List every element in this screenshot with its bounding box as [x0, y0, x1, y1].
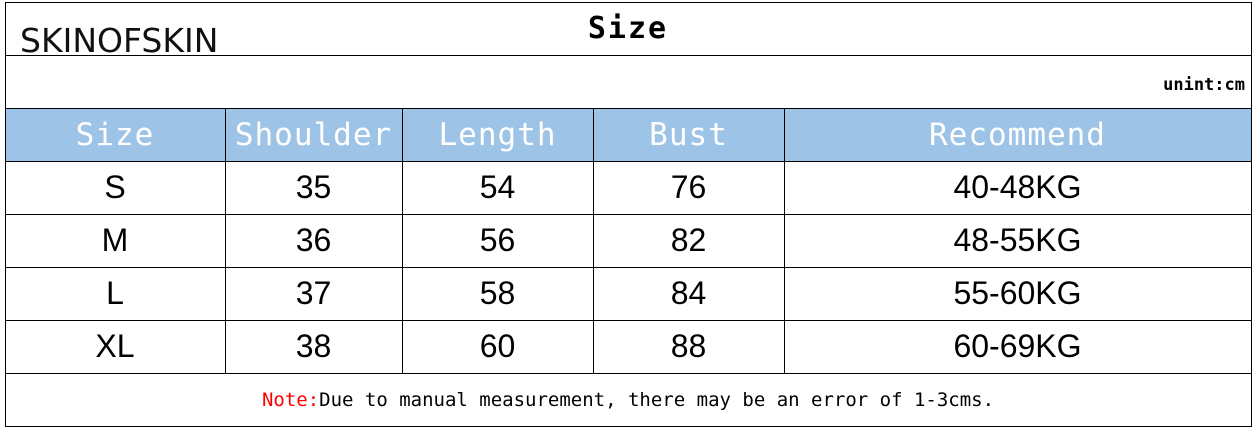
grid-line — [5, 55, 1252, 56]
page-title: Size — [587, 11, 669, 46]
table-cell: M — [101, 222, 129, 258]
table-cell: 48-55KG — [953, 222, 1082, 258]
table-cell: 40-48KG — [953, 169, 1082, 205]
column-header: Size — [5, 108, 225, 161]
column-header: Recommend — [784, 108, 1251, 161]
column-header: Shoulder — [225, 108, 402, 161]
column-header: Length — [402, 108, 593, 161]
table-cell: 54 — [479, 169, 516, 205]
table-cell: 58 — [479, 275, 516, 311]
table-cell: 56 — [479, 222, 516, 258]
grid-line — [5, 161, 1252, 162]
unit-label: unint:cm — [1163, 74, 1245, 95]
table-cell: 76 — [670, 169, 707, 205]
grid-line — [5, 373, 1252, 374]
table-cell: 60 — [479, 328, 516, 364]
grid-line — [402, 108, 403, 373]
grid-line — [5, 426, 1252, 427]
table-cell: 55-60KG — [953, 275, 1082, 311]
grid-line — [5, 214, 1252, 215]
table-cell: 88 — [670, 328, 707, 364]
table-cell: 36 — [295, 222, 332, 258]
table-cell: L — [106, 275, 124, 311]
note-text: Due to manual measurement, there may be … — [319, 388, 995, 411]
table-cell: 82 — [670, 222, 707, 258]
grid-line — [1251, 2, 1252, 427]
table-cell: 37 — [295, 275, 332, 311]
note-label: Note: — [261, 388, 320, 411]
column-header: Bust — [593, 108, 784, 161]
grid-line — [593, 108, 594, 373]
table-cell: S — [104, 169, 126, 205]
table-cell: 35 — [295, 169, 332, 205]
table-cell: 84 — [670, 275, 707, 311]
table-cell: XL — [95, 328, 135, 364]
table-cell: 60-69KG — [953, 328, 1082, 364]
grid-line — [5, 267, 1252, 268]
note-row: Note: Due to manual measurement, there ma… — [5, 373, 1251, 426]
grid-line — [5, 2, 1252, 3]
grid-line — [225, 108, 226, 373]
grid-line — [5, 2, 6, 427]
grid-line — [5, 320, 1252, 321]
brand-logo: SKINOFSKIN — [20, 21, 219, 60]
grid-line — [5, 108, 1252, 109]
grid-line — [784, 108, 785, 373]
table-cell: 38 — [295, 328, 332, 364]
